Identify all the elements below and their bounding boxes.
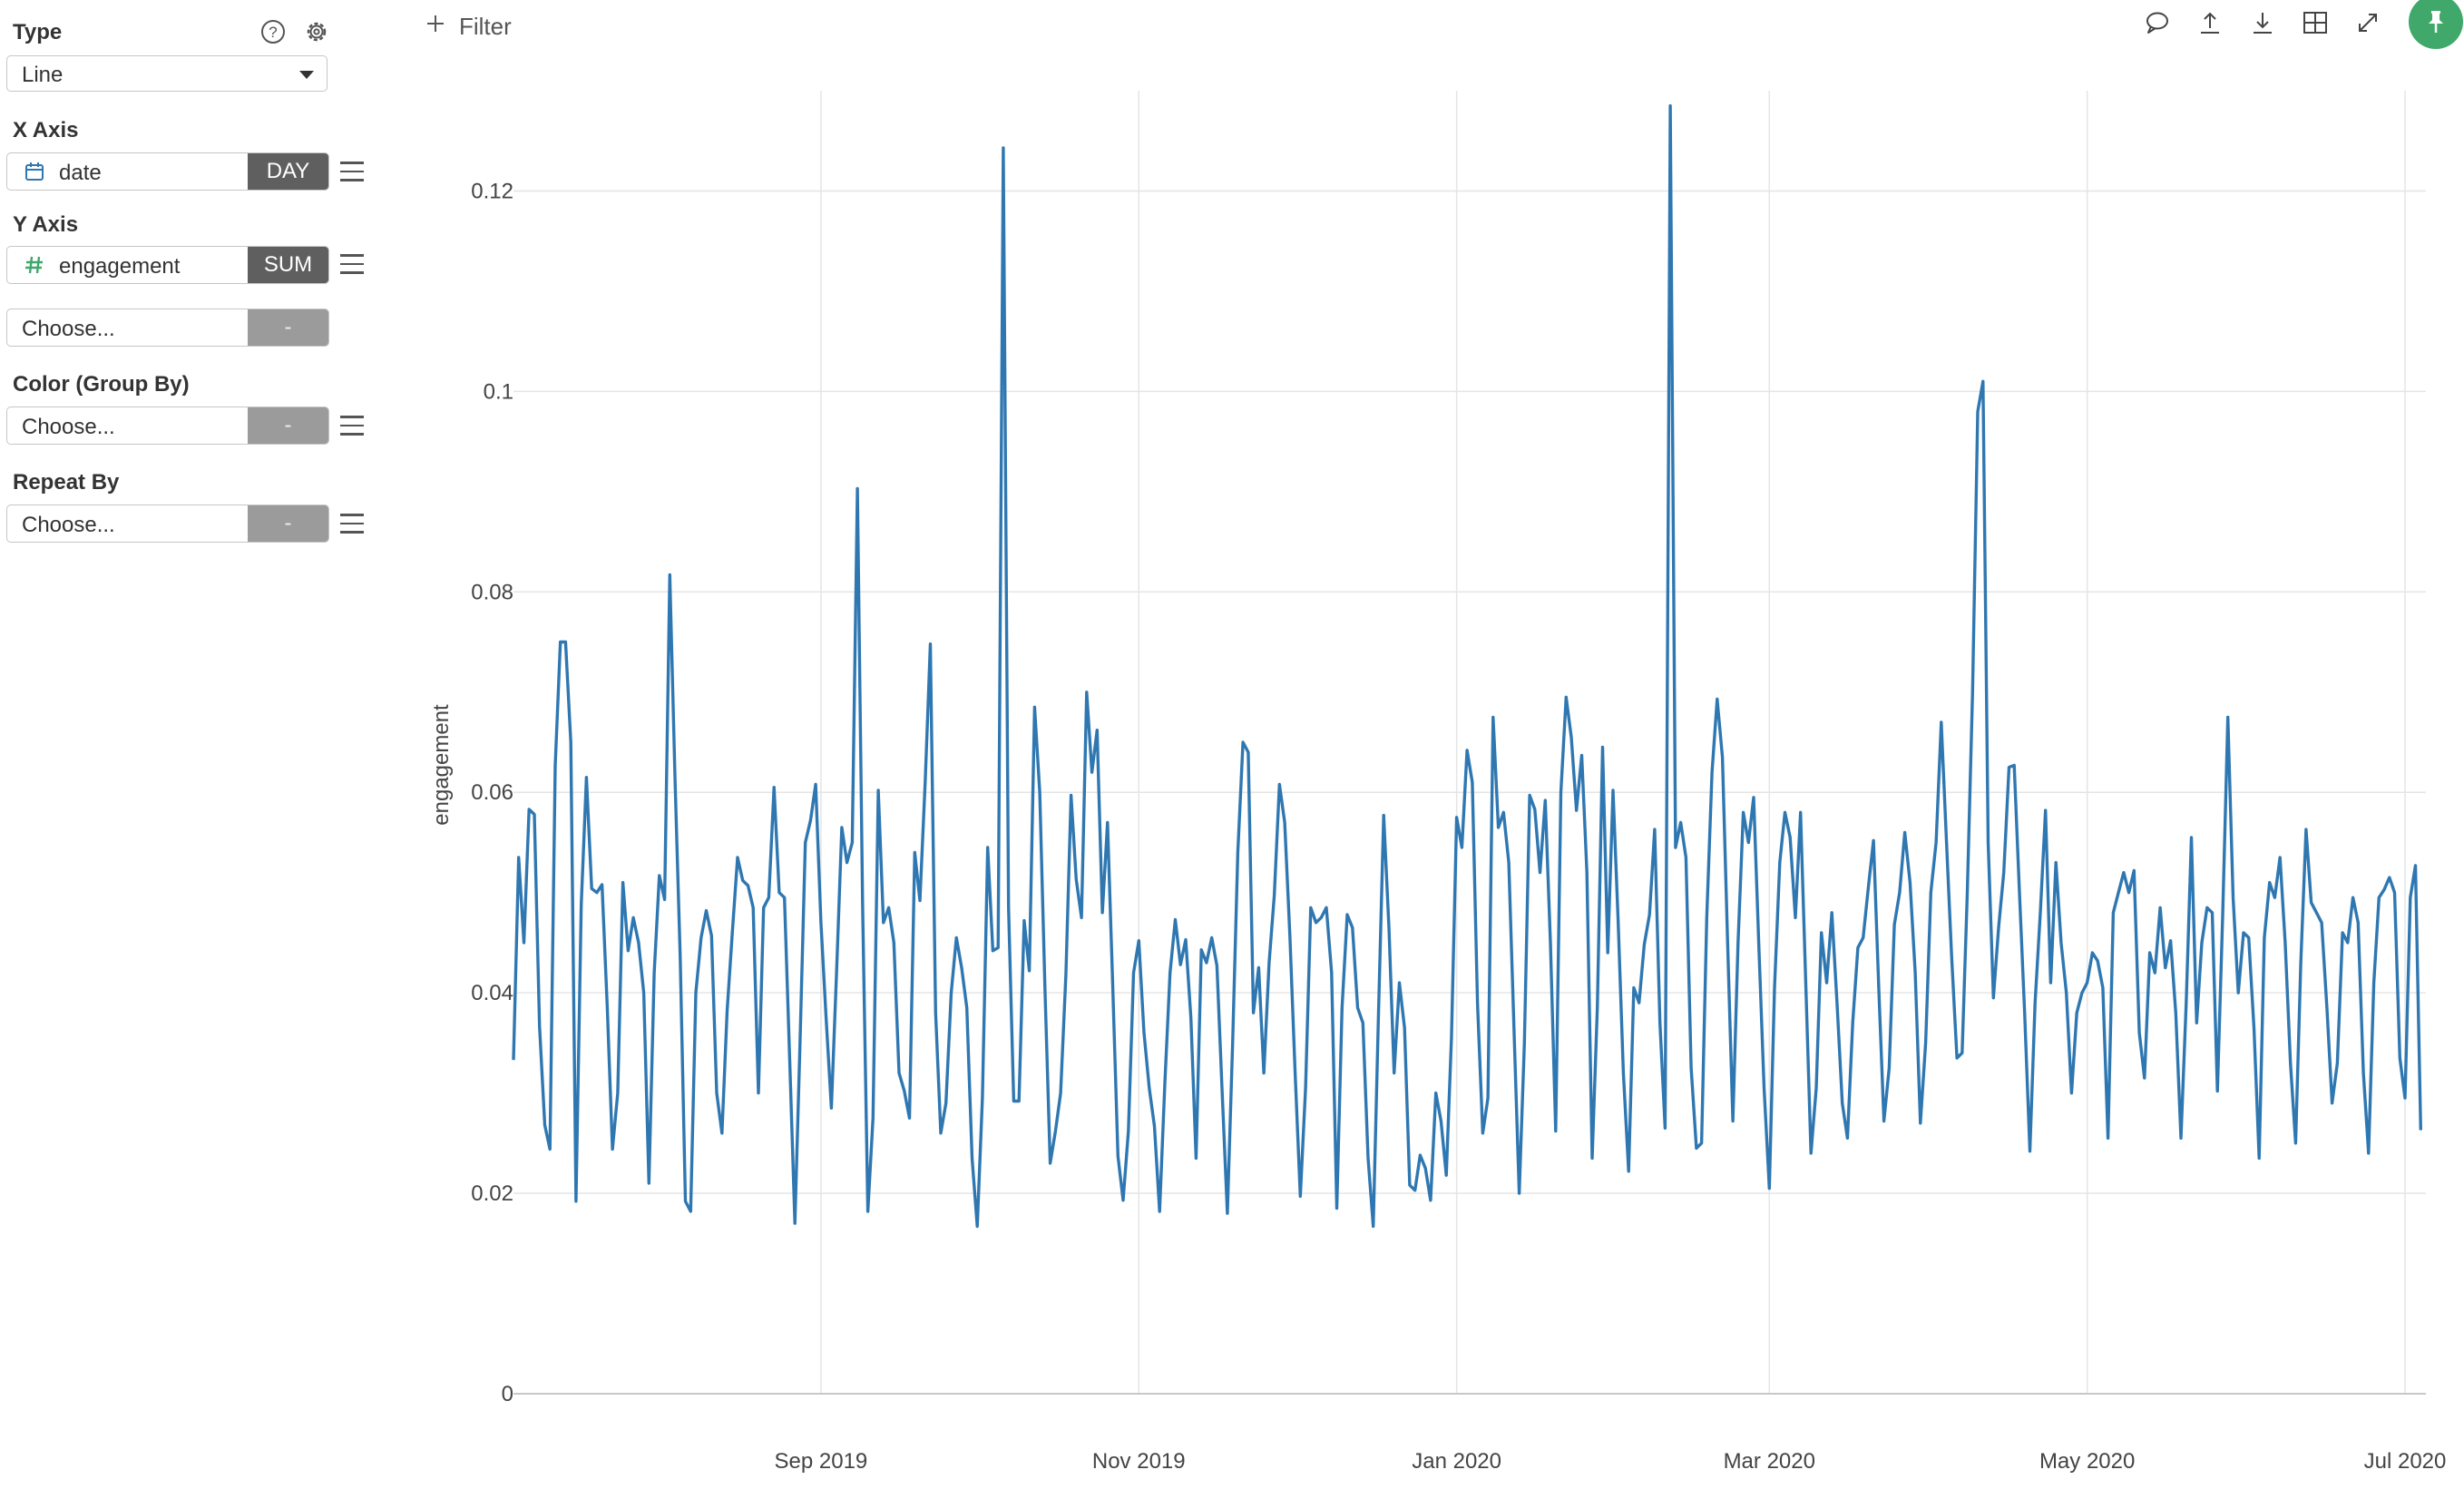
table-icon[interactable] xyxy=(2302,9,2329,36)
repeat-by-selector[interactable]: Choose... xyxy=(7,505,249,542)
y-axis-column-name: engagement xyxy=(59,254,181,279)
x-tick-label: Jul 2020 xyxy=(2364,1449,2447,1474)
pin-button[interactable] xyxy=(2409,0,2463,49)
y-axis-ticks: 0 0.02 0.04 0.06 0.08 0.1 0.12 xyxy=(471,179,513,1406)
x-tick-label: Mar 2020 xyxy=(1724,1449,1815,1474)
additional-y-aggregation-button[interactable]: - xyxy=(248,309,328,346)
x-axis-ticks: Sep 2019 Nov 2019 Jan 2020 Mar 2020 May 2020… xyxy=(775,1449,2447,1474)
y-tick-label: 0.04 xyxy=(471,981,513,1005)
repeat-by-aggregation-button[interactable]: - xyxy=(248,505,328,542)
caret-down-icon xyxy=(299,71,314,79)
help-icon[interactable]: ? xyxy=(259,18,287,45)
color-group-aggregation-button[interactable]: - xyxy=(248,407,328,444)
chart-config-sidebar: Type ? Line X Axis date DAY Y Axis xyxy=(0,0,381,1499)
y-tick-label: 0 xyxy=(502,1382,513,1406)
repeat-by-field[interactable]: Choose... - xyxy=(6,505,329,543)
gear-icon[interactable] xyxy=(303,18,330,45)
x-axis-column-selector[interactable]: date xyxy=(7,153,249,190)
y-tick-label: 0.12 xyxy=(471,179,513,203)
type-label: Type xyxy=(13,20,63,44)
color-group-label: Color (Group By) xyxy=(13,372,190,397)
color-group-selector[interactable]: Choose... xyxy=(7,407,249,444)
repeat-by-menu-icon[interactable] xyxy=(340,514,364,534)
engagement-series-line xyxy=(512,103,2422,1229)
expand-icon[interactable] xyxy=(2354,9,2381,36)
x-axis-field[interactable]: date DAY xyxy=(6,152,329,191)
y-axis-label: Y Axis xyxy=(13,212,79,237)
additional-y-placeholder: Choose... xyxy=(22,317,115,341)
y-axis-aggregation-button[interactable]: SUM xyxy=(248,247,328,283)
x-axis-aggregation-button[interactable]: DAY xyxy=(248,153,328,190)
y-tick-label: 0.08 xyxy=(471,580,513,604)
download-icon[interactable] xyxy=(2249,9,2276,36)
comment-icon[interactable] xyxy=(2144,9,2171,36)
y-tick-label: 0.02 xyxy=(471,1181,513,1206)
chart-type-select[interactable]: Line xyxy=(6,55,328,92)
x-tick-label: Jan 2020 xyxy=(1412,1449,1501,1474)
color-group-field[interactable]: Choose... - xyxy=(6,407,329,445)
number-hash-icon xyxy=(25,256,43,274)
x-tick-label: Sep 2019 xyxy=(775,1449,868,1474)
y-tick-label: 0.06 xyxy=(471,780,513,805)
x-axis-label: X Axis xyxy=(13,118,79,142)
color-group-placeholder: Choose... xyxy=(22,415,115,439)
y-axis-menu-icon[interactable] xyxy=(340,254,364,274)
filter-label: Filter xyxy=(459,13,512,40)
y-gridlines xyxy=(513,190,2426,1194)
svg-text:?: ? xyxy=(269,24,277,41)
chart-type-value: Line xyxy=(22,63,64,87)
y-tick-label: 0.1 xyxy=(484,379,513,404)
repeat-by-placeholder: Choose... xyxy=(22,513,115,537)
additional-y-selector[interactable]: Choose... xyxy=(7,309,249,346)
pin-icon xyxy=(2429,11,2443,33)
x-tick-label: May 2020 xyxy=(2039,1449,2135,1474)
upload-icon[interactable] xyxy=(2196,9,2224,36)
x-tick-label: Nov 2019 xyxy=(1092,1449,1186,1474)
x-axis-menu-icon[interactable] xyxy=(340,162,364,181)
x-gridlines xyxy=(820,91,2406,1394)
calendar-icon xyxy=(25,162,44,181)
color-group-menu-icon[interactable] xyxy=(340,416,364,436)
x-axis-column-name: date xyxy=(59,161,102,185)
plus-icon xyxy=(427,15,444,32)
repeat-by-label: Repeat By xyxy=(13,470,120,495)
y-axis-column-selector[interactable]: engagement xyxy=(7,247,249,283)
additional-y-field[interactable]: Choose... - xyxy=(6,309,329,347)
y-axis-title: engagement xyxy=(429,704,454,826)
y-axis-field[interactable]: engagement SUM xyxy=(6,246,329,284)
